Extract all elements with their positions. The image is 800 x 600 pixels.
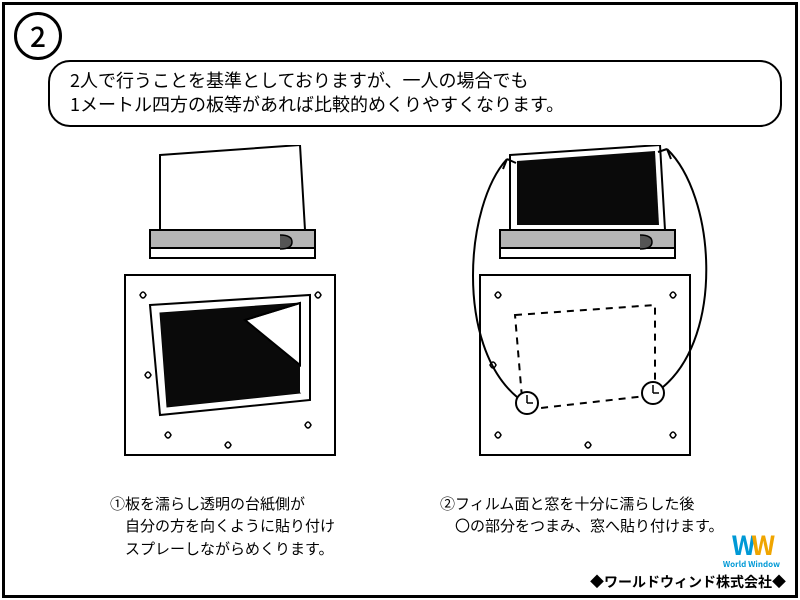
footer-company: ◆ワールドウィンド株式会社◆ [590,572,786,592]
wet-board-right [480,275,690,455]
instruction-box: 2人で行うことを基準としておりますが、一人の場合でも 1メートル四方の板等があれ… [48,60,782,127]
step-number-badge: 2 [14,12,62,60]
right-caption-text: ②フィルム面と窓を十分に濡らした後 〇の部分をつまみ、窓へ貼り付けます。 [440,493,724,537]
left-illustration [105,145,355,465]
logo-subtext: World Window [723,559,780,570]
right-caption: ②フィルム面と窓を十分に濡らした後 〇の部分をつまみ、窓へ貼り付けます。 [440,470,724,538]
footer-text: ◆ワールドウィンド株式会社◆ [590,572,786,592]
left-caption: ①板を濡らし透明の台紙側が 自分の方を向くように貼り付け スプレーしながらめくり… [110,470,335,560]
film-with-peel [150,295,310,415]
instruction-text: 2人で行うことを基準としておりますが、一人の場合でも 1メートル四方の板等があれ… [70,67,564,117]
step-number: 2 [30,16,46,56]
right-illustration [435,145,735,465]
car-window-top-left [150,145,315,258]
company-logo: WW World Window [723,526,780,570]
left-caption-text: ①板を濡らし透明の台紙側が 自分の方を向くように貼り付け スプレーしながらめくり… [110,493,335,559]
car-window-top-right [500,145,675,258]
